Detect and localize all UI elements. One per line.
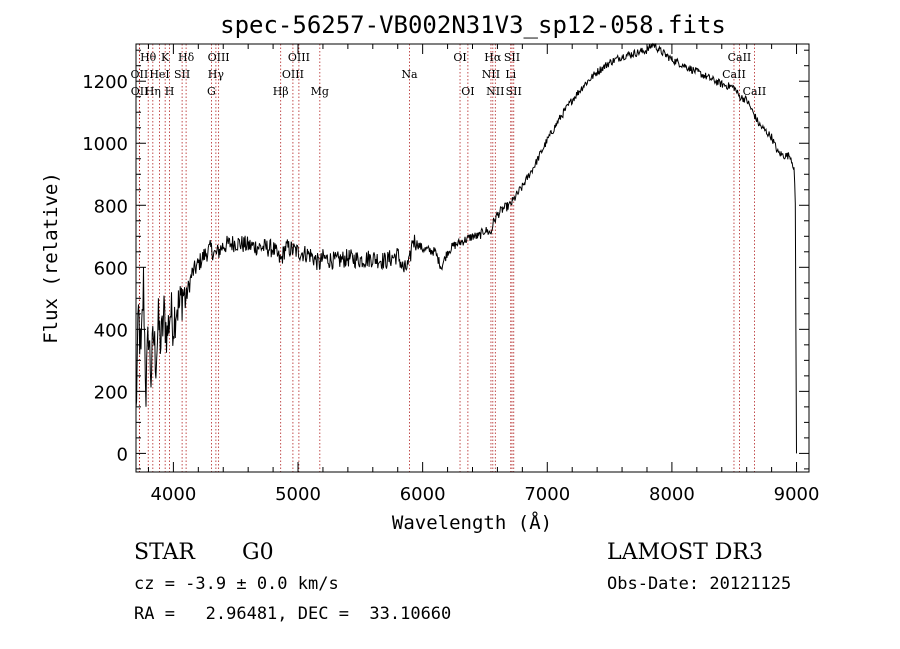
line-label-6: H xyxy=(165,85,175,98)
line-label-25: CaII xyxy=(728,51,752,64)
line-label-11: G xyxy=(207,85,216,98)
obs-date: Obs-Date: 20121125 xyxy=(607,574,792,594)
axis-ticks: 4000 5000 6000 7000 8000 9000 0 200 400 600 800 100… xyxy=(82,44,819,505)
y-tick-label-0: 0 xyxy=(117,444,128,465)
line-label-27: CaII xyxy=(743,85,767,98)
coordinates: RA = 2.96481, DEC = 33.10660 xyxy=(134,604,452,624)
line-label-20: NII xyxy=(482,68,500,81)
line-label-19: Hα xyxy=(484,51,502,64)
x-tick-label-5: 9000 xyxy=(774,484,820,505)
plot-area-frame xyxy=(135,43,810,473)
line-label-5: Hη xyxy=(145,85,161,98)
line-label-24: SII xyxy=(506,85,522,98)
emission-line-markers xyxy=(138,44,755,472)
line-label-7: SII xyxy=(174,68,190,81)
line-label-0: Hθ xyxy=(140,51,157,64)
line-label-22: SII xyxy=(504,51,520,64)
line-label-12: Hβ xyxy=(273,85,289,98)
x-tick-label-3: 7000 xyxy=(524,484,570,505)
y-tick-label-5: 1000 xyxy=(82,134,128,155)
line-label-17: OI xyxy=(453,51,466,64)
y-tick-label-6: 1200 xyxy=(82,72,128,93)
line-label-26: CaII xyxy=(722,68,746,81)
line-label-14: OIII xyxy=(282,68,304,81)
line-label-4: HeI xyxy=(149,68,169,81)
y-tick-label-2: 400 xyxy=(94,320,128,341)
survey-label: LAMOST DR3 xyxy=(607,540,763,565)
line-label-8: Hδ xyxy=(178,51,195,64)
y-tick-label-4: 800 xyxy=(94,196,128,217)
chart-title: spec-56257-VB002N31V3_sp12-058.fits xyxy=(220,11,726,39)
y-tick-label-3: 600 xyxy=(94,258,128,279)
object-class: STAR xyxy=(134,540,195,565)
x-tick-label-4: 8000 xyxy=(649,484,695,505)
x-tick-label-0: 4000 xyxy=(150,484,196,505)
emission-line-labels: Hθ OII OII K HeI Hη H SII Hδ OIII Hγ G Hβ OIII OIII Mg N… xyxy=(131,51,767,98)
spectrum-series xyxy=(135,42,797,454)
object-subclass: G0 xyxy=(242,540,274,565)
x-tick-label-1: 5000 xyxy=(275,484,321,505)
line-label-21: NII xyxy=(486,85,504,98)
line-label-9: OIII xyxy=(208,51,230,64)
line-label-3: K xyxy=(161,51,170,64)
line-label-13: OIII xyxy=(288,51,310,64)
line-label-10: Hγ xyxy=(208,68,225,81)
x-tick-label-2: 6000 xyxy=(400,484,446,505)
line-label-2: OII xyxy=(131,85,149,98)
line-label-1: OII xyxy=(131,68,149,81)
redshift-line: cz = -3.9 ± 0.0 km/s xyxy=(134,574,339,594)
line-label-23: Li xyxy=(505,68,516,81)
line-label-15: Mg xyxy=(311,85,329,98)
y-tick-label-1: 200 xyxy=(94,382,128,403)
line-label-18: OI xyxy=(461,85,474,98)
line-label-16: Na xyxy=(401,68,418,81)
x-axis-label: Wavelength (Å) xyxy=(392,511,552,534)
spectrum-line xyxy=(135,42,797,454)
y-axis-label: Flux (relative) xyxy=(40,172,62,344)
